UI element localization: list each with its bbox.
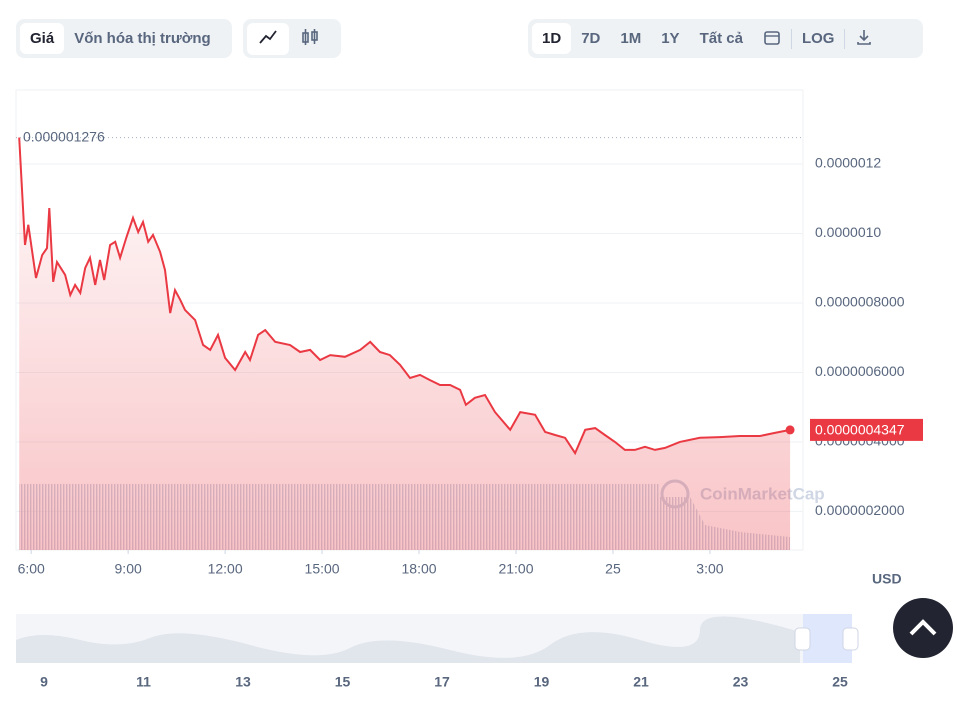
x-tick-label: 3:00 xyxy=(696,561,723,577)
navigator-label: 9 xyxy=(40,674,48,690)
y-tick-label: 0.0000008000 xyxy=(815,294,905,310)
view-tabs: Giá Vốn hóa thị trường xyxy=(16,19,232,58)
x-tick-label: 12:00 xyxy=(208,561,243,577)
last-label: 0.0000004347 xyxy=(815,422,905,438)
range-tabs: 1D 7D 1M 1Y Tất cả LOG xyxy=(528,19,923,58)
navigator-label: 17 xyxy=(434,674,450,690)
navigator-label: 25 xyxy=(832,674,848,690)
y-tick-label: 0.0000010 xyxy=(815,224,881,240)
tab[interactable]: 7D xyxy=(581,30,601,47)
navigator-label: 11 xyxy=(136,674,151,690)
x-tick-label: 6:00 xyxy=(18,561,45,577)
navigator-label: 19 xyxy=(534,674,550,690)
navigator-label: 15 xyxy=(335,674,351,690)
candle-button[interactable] xyxy=(289,23,331,55)
navigator-label: 21 xyxy=(633,674,649,690)
tab[interactable]: 1Y xyxy=(661,30,680,47)
download-button[interactable] xyxy=(845,24,883,54)
tab[interactable]: Giá xyxy=(20,23,65,54)
scroll-top-button[interactable] xyxy=(893,598,953,658)
x-tick-label: 21:00 xyxy=(498,561,533,577)
navigator-handle[interactable] xyxy=(794,627,811,651)
line-button[interactable] xyxy=(247,22,289,55)
navigator-label: 13 xyxy=(235,674,251,690)
max-label: 0.000001276 xyxy=(23,128,105,144)
tab[interactable]: 1M xyxy=(620,30,642,47)
calendar-button[interactable] xyxy=(753,24,791,54)
last-point xyxy=(785,425,795,435)
log-button[interactable]: LOG xyxy=(801,30,835,47)
last-label-box xyxy=(810,418,923,441)
chart-type xyxy=(243,19,341,58)
navigator-area xyxy=(16,616,800,663)
navigator-handle[interactable] xyxy=(842,627,859,651)
x-tick-label: 15:00 xyxy=(305,561,340,577)
y-tick-label: 0.0000002000 xyxy=(815,502,905,518)
currency: USD xyxy=(872,571,902,587)
navigator-label: 23 xyxy=(733,674,749,690)
y-tick-label: 0.0000006000 xyxy=(815,363,905,379)
x-tick-label: 25 xyxy=(605,561,621,577)
area xyxy=(19,137,791,550)
tab[interactable]: Tất cả xyxy=(699,30,743,47)
x-tick-label: 18:00 xyxy=(402,561,437,577)
tab[interactable]: 1D xyxy=(532,23,572,54)
tab[interactable]: Vốn hóa thị trường xyxy=(74,30,211,47)
price-line xyxy=(18,137,791,456)
y-tick-label: 0.0000012 xyxy=(815,155,881,171)
x-tick-label: 9:00 xyxy=(115,561,142,577)
